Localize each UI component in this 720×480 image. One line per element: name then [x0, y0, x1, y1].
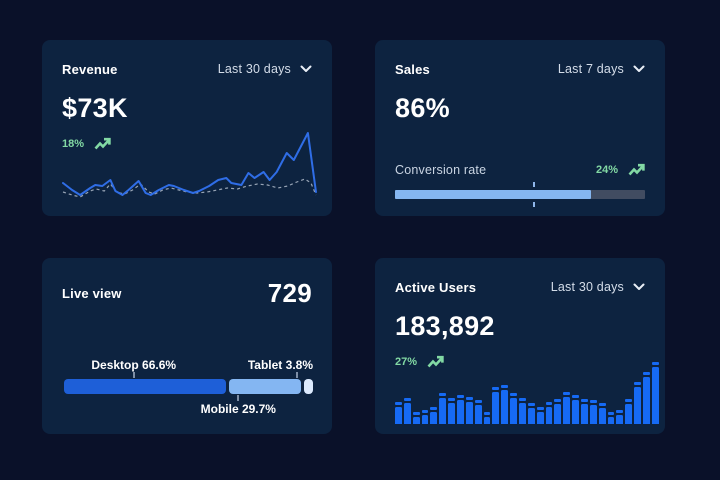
user-bar	[643, 372, 650, 424]
segment-mobile	[228, 379, 301, 394]
revenue-line-current	[62, 132, 317, 196]
user-bar	[625, 399, 633, 424]
sales-delta: 24%	[596, 163, 645, 177]
active-users-value: 183,892	[395, 311, 495, 341]
active-users-card: Active Users Last 30 days 183,892 27%	[375, 258, 665, 434]
conversion-rate-label: Conversion rate	[395, 163, 487, 177]
user-bar	[439, 393, 447, 424]
sales-delta-pct: 24%	[595, 164, 618, 176]
user-bar	[651, 362, 659, 424]
revenue-range-label: Last 30 days	[217, 62, 291, 76]
progress-marker-bottom	[532, 202, 535, 207]
progress-track	[395, 190, 645, 199]
desktop-label: Desktop 66.6%	[91, 358, 177, 372]
user-bar	[598, 403, 606, 424]
device-share-bar	[64, 379, 313, 394]
sales-range-label: Last 7 days	[557, 62, 624, 76]
trend-up-icon	[427, 355, 444, 368]
user-bar	[483, 412, 491, 424]
sales-value: 86%	[395, 93, 450, 123]
user-bar	[545, 402, 553, 424]
user-bar	[492, 387, 500, 424]
user-bar	[474, 400, 482, 424]
chevron-down-icon	[633, 65, 645, 72]
revenue-range-selector[interactable]: Last 30 days	[218, 62, 312, 76]
chevron-down-icon	[300, 65, 312, 72]
live-view-card: Live view 729 Desktop 66.6% Tablet 3.8% …	[42, 258, 332, 434]
user-bar	[421, 410, 429, 424]
user-bar	[412, 412, 420, 424]
user-bar	[634, 382, 642, 424]
user-bar	[395, 402, 402, 424]
user-bar	[510, 393, 518, 424]
mobile-label: Mobile 29.7%	[200, 402, 276, 416]
conversion-progress	[395, 181, 645, 209]
revenue-card-header: Revenue Last 30 days	[62, 60, 312, 78]
segment-tablet	[303, 379, 313, 394]
segment-desktop	[64, 379, 226, 394]
live-view-title: Live view	[62, 285, 122, 301]
user-bar	[448, 398, 456, 424]
user-bar	[536, 407, 544, 424]
revenue-value: $73K	[62, 93, 128, 123]
user-bar	[581, 399, 588, 424]
user-bar	[457, 395, 464, 424]
device-share-chart: Desktop 66.6% Tablet 3.8% Mobile 29.7%	[64, 358, 313, 416]
user-bar	[589, 400, 597, 424]
sales-card-header: Sales Last 7 days	[395, 60, 645, 78]
user-bar	[430, 407, 438, 424]
user-bar	[519, 398, 526, 424]
tablet-tick	[295, 372, 298, 378]
active-users-header: Active Users Last 30 days	[395, 278, 645, 296]
user-bar	[616, 410, 624, 424]
user-bar	[572, 395, 580, 424]
trend-up-icon	[94, 137, 111, 150]
progress-fill	[395, 190, 592, 199]
sales-title: Sales	[395, 61, 430, 77]
chevron-down-icon	[633, 283, 645, 290]
revenue-line-previous	[62, 178, 317, 198]
sales-range-selector[interactable]: Last 7 days	[558, 62, 645, 76]
revenue-delta-pct: 18%	[62, 138, 85, 150]
user-bar	[527, 403, 535, 424]
user-bar	[403, 398, 411, 424]
active-users-bars	[395, 360, 659, 424]
revenue-line-chart	[62, 132, 317, 198]
active-users-title: Active Users	[395, 279, 477, 295]
revenue-title: Revenue	[62, 61, 118, 77]
user-bar	[554, 399, 562, 424]
trend-up-icon	[628, 163, 645, 176]
user-bar	[607, 412, 615, 424]
desktop-tick	[132, 372, 135, 378]
active-users-range-selector[interactable]: Last 30 days	[551, 280, 645, 294]
live-view-value: 729	[267, 277, 312, 308]
active-users-range-label: Last 30 days	[550, 280, 624, 294]
user-bar	[465, 397, 473, 424]
mobile-tick	[237, 395, 240, 401]
tablet-label: Tablet 3.8%	[247, 358, 313, 372]
user-bar	[501, 385, 509, 424]
active-users-delta: 27%	[395, 355, 645, 369]
revenue-delta: 18%	[62, 137, 312, 151]
sales-card: Sales Last 7 days 86% Conversion rate 24…	[375, 40, 665, 216]
active-users-delta-pct: 27%	[395, 356, 418, 368]
sales-metric-row: Conversion rate 24%	[395, 163, 645, 177]
revenue-card: Revenue Last 30 days $73K 18%	[42, 40, 332, 216]
user-bar	[563, 392, 571, 424]
progress-marker-top	[532, 182, 535, 187]
live-view-header: Live view 729	[62, 278, 312, 308]
